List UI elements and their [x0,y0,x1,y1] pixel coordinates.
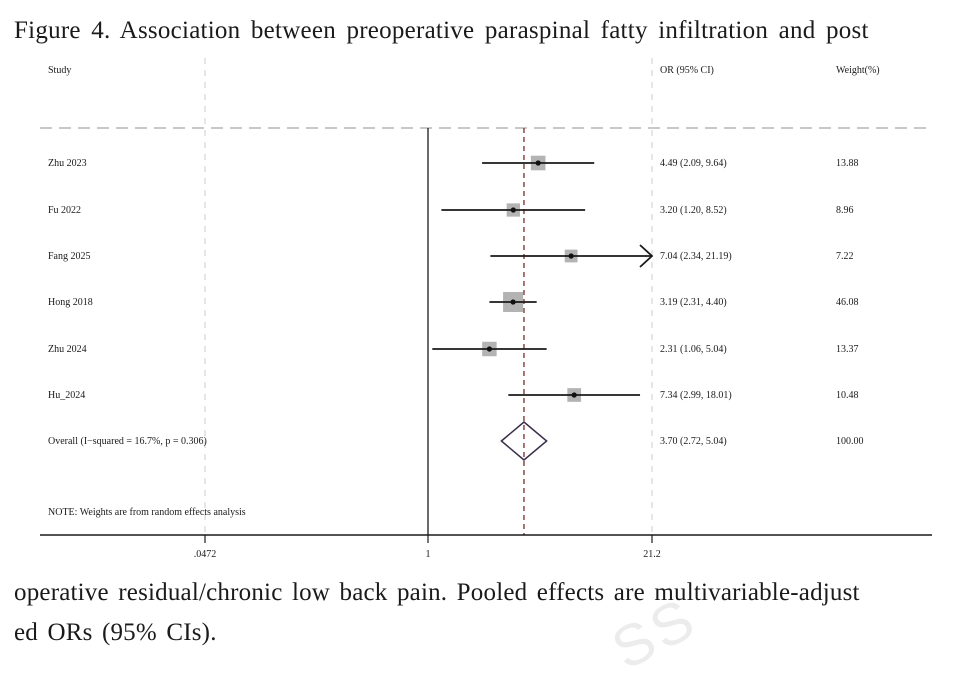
or-ci-label: 3.19 (2.31, 4.40) [660,297,727,308]
header-weight: Weight(%) [836,65,880,76]
study-label: Hu_2024 [48,390,85,401]
x-tick-label: 1 [426,549,431,560]
point-estimate [510,299,516,305]
or-ci-label: 2.31 (1.06, 5.04) [660,344,727,355]
weight-label: 13.88 [836,158,859,169]
study-rows: Zhu 2023 4.49 (2.09, 9.64) 13.88 Fu 2022 3.2… [48,155,864,518]
header-or: OR (95% CI) [660,65,714,76]
column-headers: Study OR (95% CI) Weight(%) [48,65,880,76]
study-label: Fang 2025 [48,251,91,262]
overall-or-label: 3.70 (2.72, 5.04) [660,436,727,447]
point-estimate [571,392,577,398]
weight-label: 8.96 [836,205,854,216]
figure-caption-top: Figure 4. Association between preoperati… [14,17,869,44]
ci-arrow-icon [639,244,654,268]
weight-label: 46.08 [836,297,859,308]
header-study: Study [48,65,71,76]
overall-diamond [500,421,548,461]
point-estimate [486,346,493,352]
overall-weight-label: 100.00 [836,436,864,447]
caption-bottom-line-1: operative residual/chronic low back pain… [14,579,860,606]
point-estimate [535,160,541,166]
note-text: NOTE: Weights are from random effects an… [48,507,246,518]
study-label: Zhu 2024 [48,344,87,355]
x-tick-label: .0472 [194,549,217,560]
study-label: Zhu 2023 [48,158,87,169]
gridlines [40,58,932,535]
point-estimate [568,253,574,259]
or-ci-label: 7.34 (2.99, 18.01) [660,390,732,401]
caption-bottom-line-2: ed ORs (95% CIs). [14,619,217,646]
x-axis: .0472 1 21.2 [40,534,932,560]
figure-caption-bottom: operative residual/chronic low back pain… [14,573,960,653]
or-ci-label: 7.04 (2.34, 21.19) [660,251,732,262]
weight-label: 13.37 [836,344,859,355]
study-label: Fu 2022 [48,205,81,216]
or-ci-label: 4.49 (2.09, 9.64) [660,158,727,169]
point-estimate [510,207,516,213]
study-label: Hong 2018 [48,297,93,308]
overall-label: Overall (I−squared = 16.7%, p = 0.306) [48,436,207,447]
x-tick-label: 21.2 [643,549,661,560]
weight-label: 7.22 [836,251,854,262]
weight-label: 10.48 [836,390,859,401]
or-ci-label: 3.20 (1.20, 8.52) [660,205,727,216]
